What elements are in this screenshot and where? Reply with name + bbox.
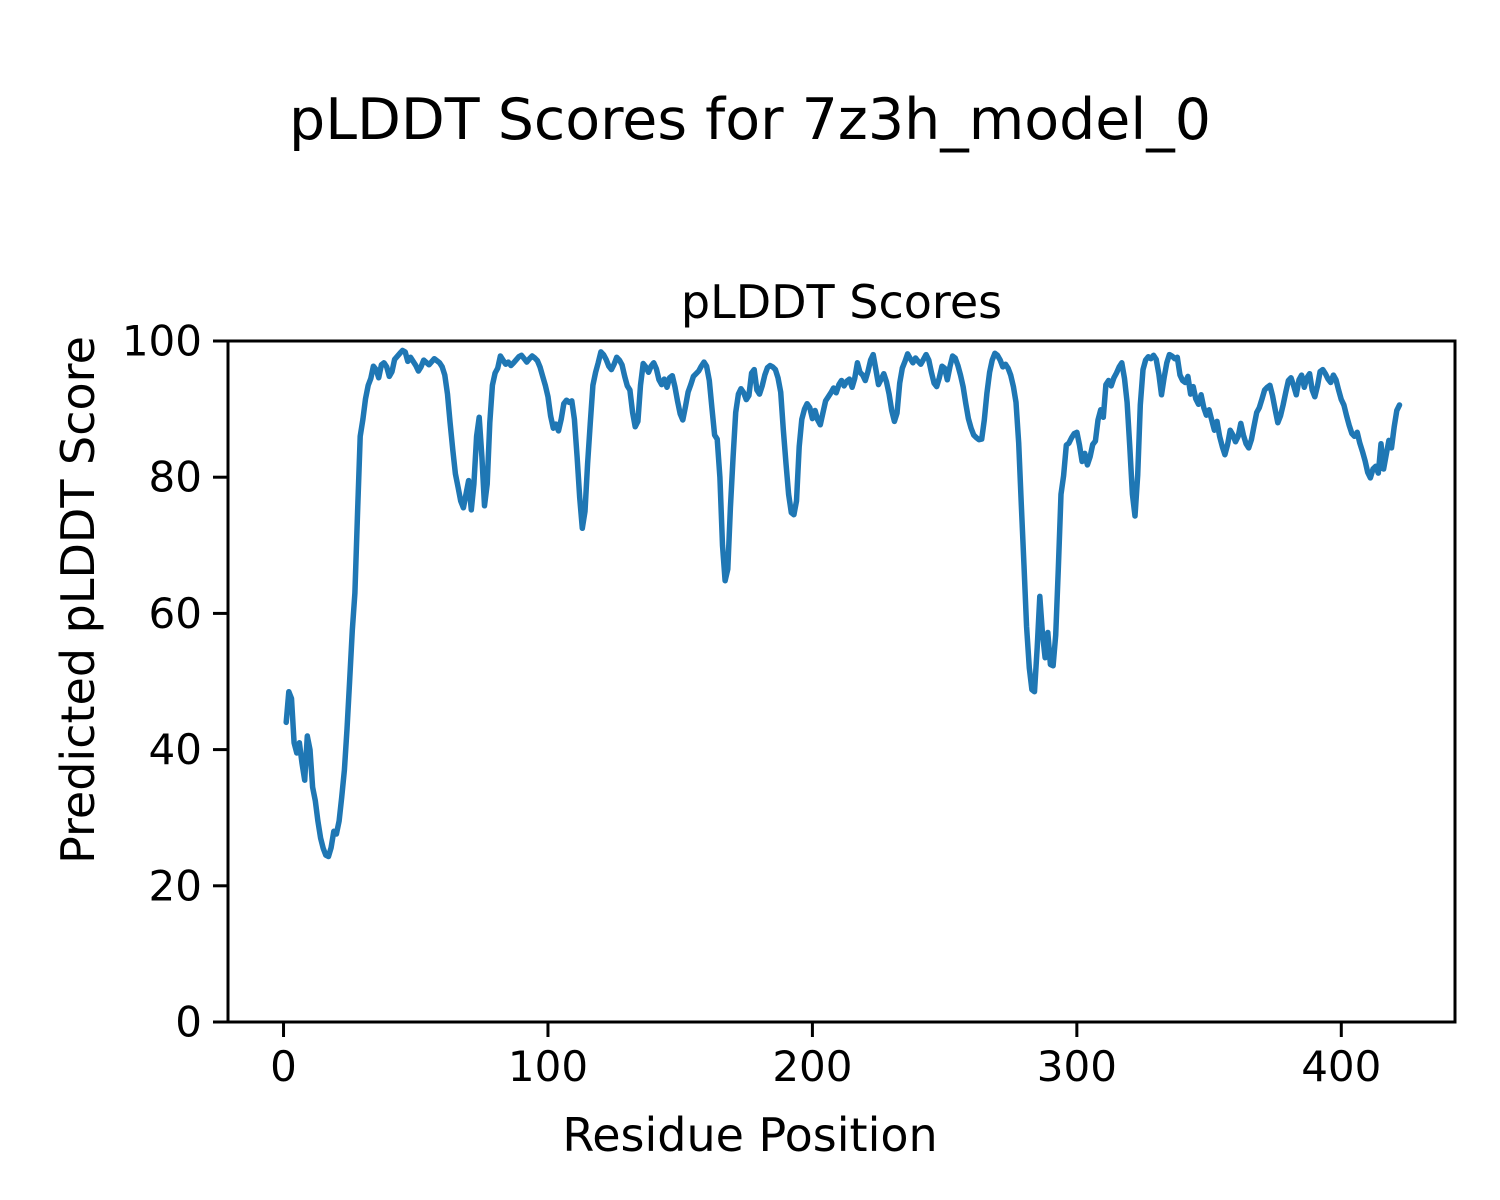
y-tick-label: 60	[149, 589, 202, 638]
y-tick-label: 40	[149, 725, 202, 774]
x-axis-label: Residue Position	[562, 1108, 938, 1162]
x-tick-label: 100	[508, 1042, 588, 1091]
x-tick-label: 300	[1037, 1042, 1117, 1091]
axes-title: pLDDT Scores	[680, 275, 1003, 329]
y-tick-label: 100	[122, 317, 202, 366]
axes-spines	[226, 339, 1457, 1024]
figure-title: pLDDT Scores for 7z3h_model_0	[289, 87, 1211, 153]
y-tick-label: 80	[149, 453, 202, 502]
x-tick-label: 0	[270, 1042, 297, 1091]
x-tick-label: 200	[772, 1042, 852, 1091]
x-tick-label: 400	[1301, 1042, 1381, 1091]
y-tick-label: 0	[175, 998, 202, 1047]
y-tick-label: 20	[149, 861, 202, 910]
plddt-line	[283, 347, 1403, 860]
